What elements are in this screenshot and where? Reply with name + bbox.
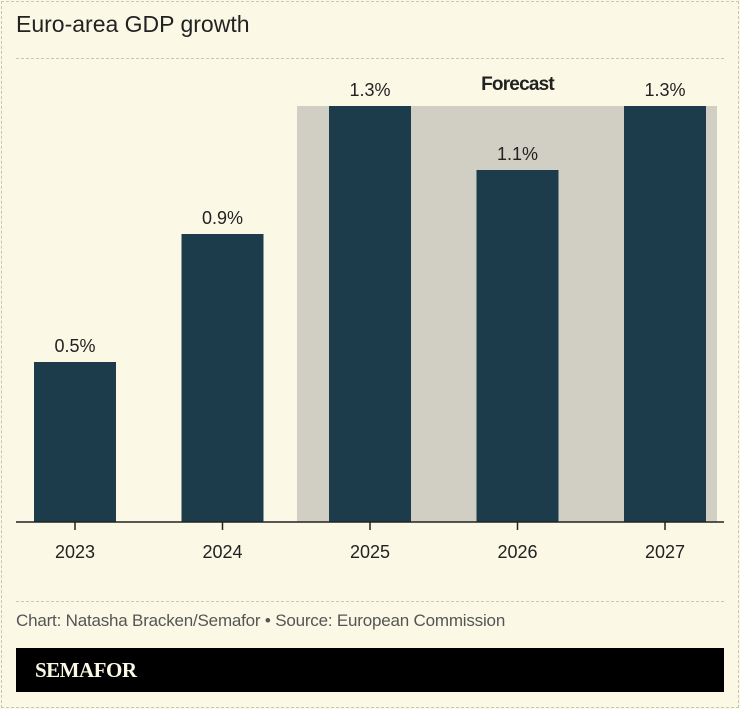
forecast-label: Forecast <box>481 74 555 95</box>
bar-2024 <box>181 234 264 522</box>
bar-2023 <box>34 362 116 522</box>
x-tick-label: 2023 <box>55 542 95 562</box>
bar-2026 <box>476 170 559 522</box>
data-label: 1.3% <box>349 80 390 100</box>
x-tick-label: 2025 <box>350 542 390 562</box>
bar-chart: Forecast 0.5% 2023 0.9% 2024 1.3% 2025 1.1% 2026… <box>16 74 724 562</box>
data-label: 0.9% <box>202 208 243 228</box>
data-label: 0.5% <box>54 336 95 356</box>
bar-2027 <box>624 106 706 522</box>
brand-bar: SEMAFOR <box>16 648 724 692</box>
chart-credit: Chart: Natasha Bracken/Semafor • Source:… <box>16 611 506 630</box>
data-label: 1.3% <box>644 80 685 100</box>
chart-title: Euro-area GDP growth <box>16 11 250 37</box>
bar-2025 <box>329 106 411 522</box>
semafor-logo: SEMAFOR <box>35 658 137 682</box>
x-tick-label: 2024 <box>202 542 242 562</box>
x-tick-label: 2027 <box>645 542 685 562</box>
divider <box>16 601 724 602</box>
data-label: 1.1% <box>497 144 538 164</box>
x-tick-label: 2026 <box>497 542 537 562</box>
divider <box>16 58 724 59</box>
